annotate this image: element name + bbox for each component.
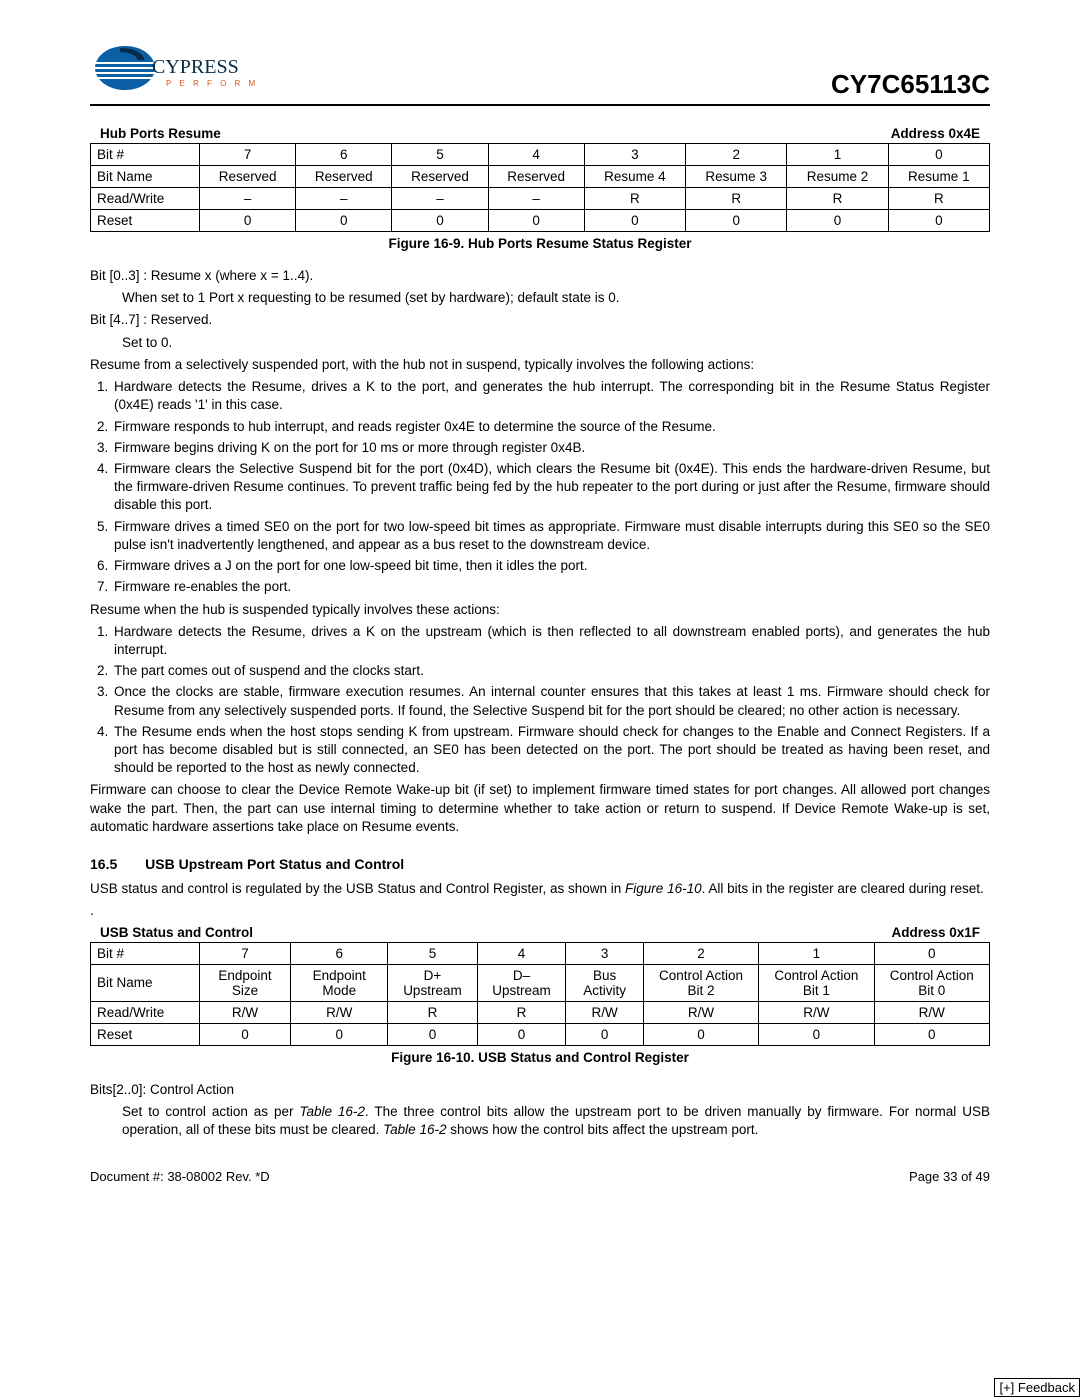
body-text: Resume when the hub is suspended typical…	[90, 601, 990, 619]
feedback-button[interactable]: [+] Feedback	[994, 1378, 1080, 1397]
table-row: Reset 0 0 0 0 0 0 0 0	[91, 1023, 990, 1045]
list-item: Firmware drives a J on the port for one …	[112, 557, 990, 575]
list-item: Firmware responds to hub interrupt, and …	[112, 418, 990, 436]
body-text: Firmware can choose to clear the Device …	[90, 781, 990, 836]
figure-caption: Figure 16-9. Hub Ports Resume Status Reg…	[90, 236, 990, 251]
page-number: Page 33 of 49	[909, 1169, 990, 1184]
body-text: USB status and control is regulated by t…	[90, 880, 990, 898]
hub-ports-resume-table: Bit # 7 6 5 4 3 2 1 0 Bit Name Reserved …	[90, 143, 990, 232]
list-item: Firmware begins driving K on the port fo…	[112, 439, 990, 457]
svg-text:P E R F O R M: P E R F O R M	[166, 79, 258, 88]
body-text: When set to 1 Port x requesting to be re…	[90, 289, 990, 307]
logo: CYPRESS P E R F O R M	[90, 40, 260, 100]
document-number: Document #: 38-08002 Rev. *D	[90, 1169, 270, 1184]
figure-caption: Figure 16-10. USB Status and Control Reg…	[90, 1050, 990, 1065]
list-item: Firmware re-enables the port.	[112, 578, 990, 596]
list-item: Firmware clears the Selective Suspend bi…	[112, 460, 990, 515]
numbered-list: Hardware detects the Resume, drives a K …	[90, 623, 990, 778]
usb-status-control-table: Bit # 7 6 5 4 3 2 1 0 Bit Name Endpoint …	[90, 942, 990, 1046]
body-text: Set to 0.	[90, 334, 990, 352]
section-heading: 16.5 USB Upstream Port Status and Contro…	[90, 856, 990, 872]
body-text: Bit [0..3] : Resume x (where x = 1..4).	[90, 267, 990, 285]
table2-title: USB Status and Control Address 0x1F	[100, 925, 980, 940]
list-item: Firmware drives a timed SE0 on the port …	[112, 518, 990, 554]
list-item: Once the clocks are stable, firmware exe…	[112, 683, 990, 719]
section-number: 16.5	[90, 856, 117, 872]
section-title: USB Upstream Port Status and Control	[145, 856, 404, 872]
numbered-list: Hardware detects the Resume, drives a K …	[90, 378, 990, 596]
part-number: CY7C65113C	[831, 69, 990, 100]
table-row: Bit # 7 6 5 4 3 2 1 0	[91, 942, 990, 964]
table1-title-left: Hub Ports Resume	[100, 126, 221, 141]
list-item: The part comes out of suspend and the cl…	[112, 662, 990, 680]
list-item: Hardware detects the Resume, drives a K …	[112, 378, 990, 414]
body-text: Set to control action as per Table 16-2.…	[90, 1103, 990, 1139]
body-text: Resume from a selectively suspended port…	[90, 356, 990, 374]
list-item: Hardware detects the Resume, drives a K …	[112, 623, 990, 659]
table-row: Bit # 7 6 5 4 3 2 1 0	[91, 144, 990, 166]
table1-title-right: Address 0x4E	[891, 126, 980, 141]
table-row: Bit Name Endpoint Size Endpoint Mode D+ …	[91, 964, 990, 1001]
cypress-logo-icon: CYPRESS P E R F O R M	[90, 40, 260, 100]
table2-title-right: Address 0x1F	[891, 925, 980, 940]
body-text: Bits[2..0]: Control Action	[90, 1081, 990, 1099]
list-item: The Resume ends when the host stops send…	[112, 723, 990, 778]
body-text: .	[90, 902, 990, 920]
svg-text:CYPRESS: CYPRESS	[152, 56, 239, 78]
table-row: Reset 0 0 0 0 0 0 0 0	[91, 210, 990, 232]
table1-title: Hub Ports Resume Address 0x4E	[100, 126, 980, 141]
body-text: Bit [4..7] : Reserved.	[90, 311, 990, 329]
table-row: Read/Write R/W R/W R R R/W R/W R/W R/W	[91, 1001, 990, 1023]
page-header: CYPRESS P E R F O R M CY7C65113C	[90, 40, 990, 106]
table-row: Read/Write – – – – R R R R	[91, 188, 990, 210]
page-footer: Document #: 38-08002 Rev. *D Page 33 of …	[90, 1169, 990, 1184]
table-row: Bit Name Reserved Reserved Reserved Rese…	[91, 166, 990, 188]
table2-title-left: USB Status and Control	[100, 925, 253, 940]
